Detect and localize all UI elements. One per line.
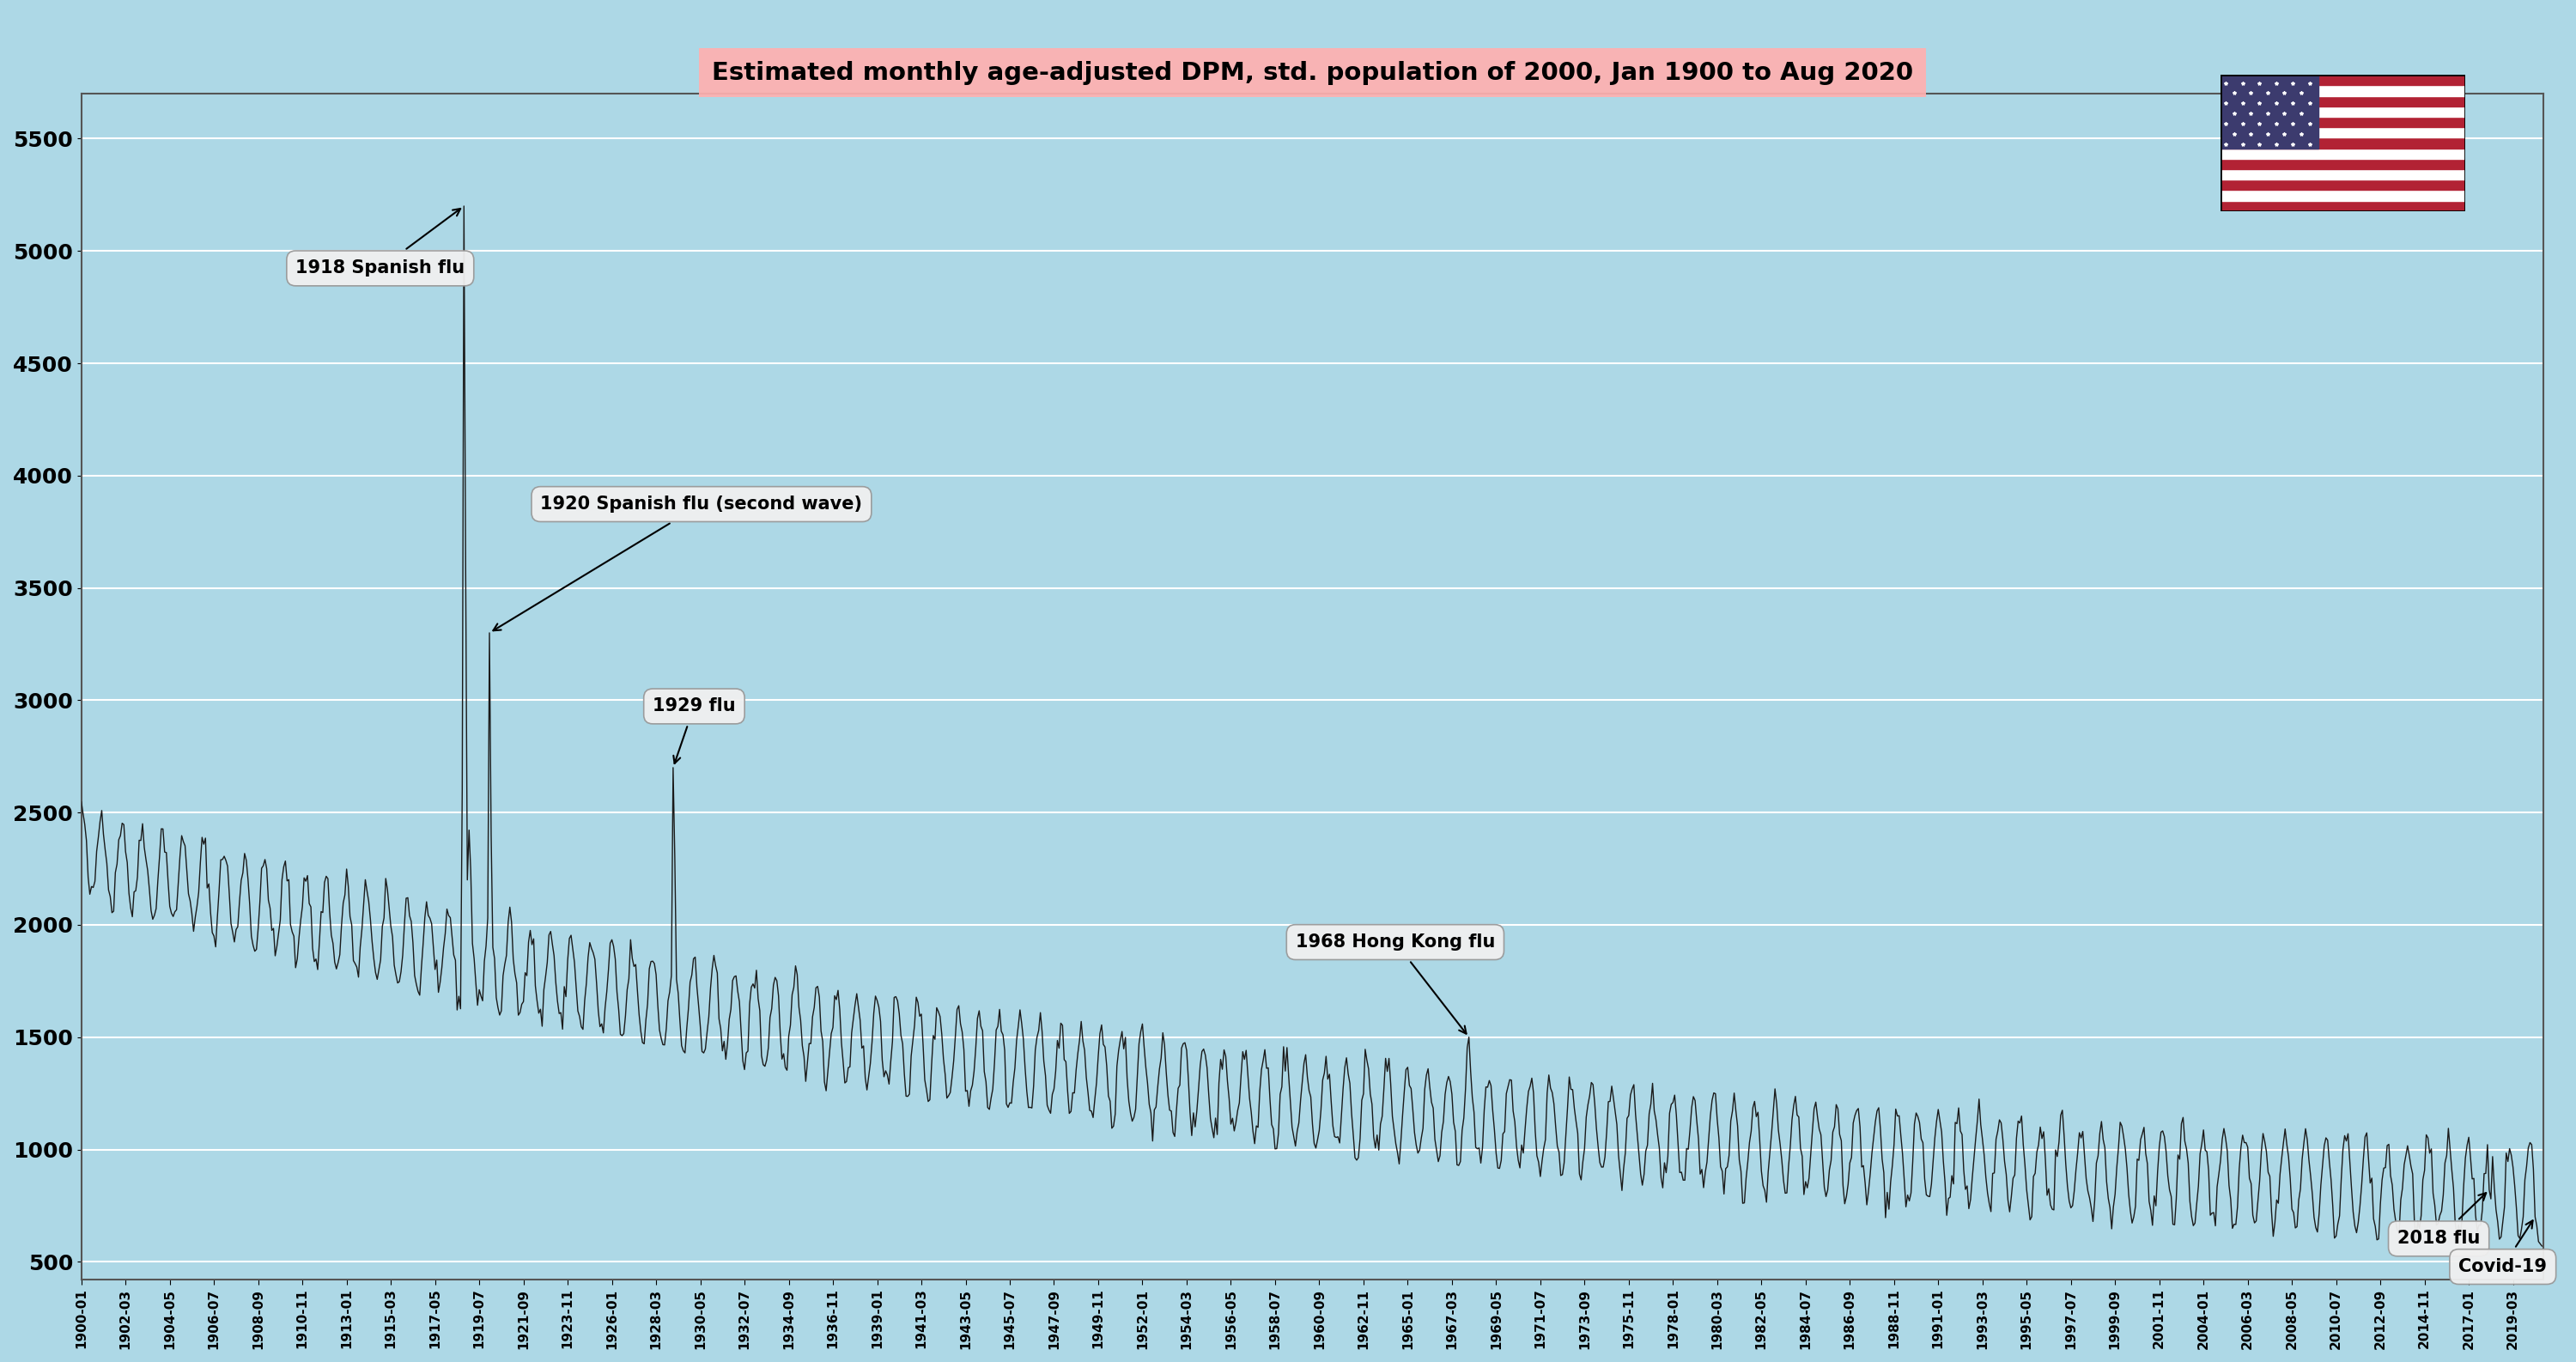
Bar <box>2221 169 2465 180</box>
Bar <box>2221 75 2465 86</box>
Text: 1929 flu: 1929 flu <box>652 697 737 764</box>
Text: 1920 Spanish flu (second wave): 1920 Spanish flu (second wave) <box>492 496 863 631</box>
Bar <box>2221 86 2465 95</box>
Bar <box>2221 75 2318 148</box>
Bar <box>2221 117 2465 127</box>
Text: Covid-19: Covid-19 <box>2458 1220 2548 1275</box>
Bar <box>2221 191 2465 200</box>
Bar <box>2221 95 2465 106</box>
Bar <box>2221 148 2465 159</box>
Bar <box>2221 200 2465 211</box>
Title: Estimated monthly age-adjusted DPM, std. population of 2000, Jan 1900 to Aug 202: Estimated monthly age-adjusted DPM, std.… <box>711 60 1914 84</box>
Bar <box>2221 180 2465 191</box>
Text: 2018 flu: 2018 flu <box>2398 1193 2486 1248</box>
Bar <box>2221 127 2465 138</box>
Bar <box>2221 159 2465 169</box>
Text: 1968 Hong Kong flu: 1968 Hong Kong flu <box>1296 933 1494 1034</box>
Bar <box>2221 138 2465 148</box>
Text: 1918 Spanish flu: 1918 Spanish flu <box>296 208 464 276</box>
Bar <box>2221 106 2465 117</box>
